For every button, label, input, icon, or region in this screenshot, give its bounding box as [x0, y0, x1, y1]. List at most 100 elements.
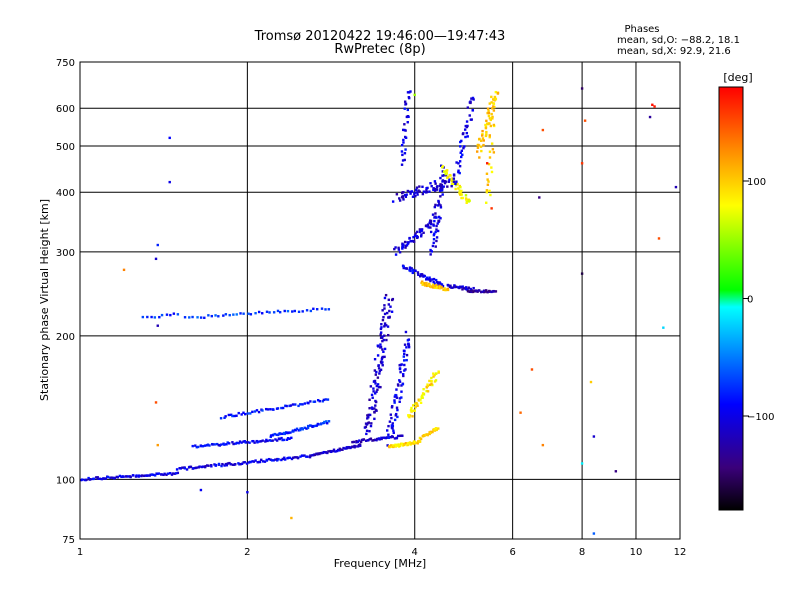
phases-line-o: mean, sd,O: −88.2, 18.1 [617, 35, 740, 46]
data-point [428, 383, 432, 387]
data-point [132, 474, 135, 477]
data-point [418, 185, 421, 188]
data-point [334, 450, 337, 453]
data-point [315, 308, 319, 311]
data-point [418, 275, 422, 278]
data-point [307, 401, 310, 405]
data-point [229, 413, 233, 417]
data-point [259, 440, 263, 443]
data-point [213, 463, 216, 466]
data-point [369, 385, 373, 388]
data-point [434, 278, 438, 282]
data-point [420, 229, 423, 232]
data-point [385, 311, 389, 315]
data-point [538, 196, 541, 199]
data-point [240, 462, 244, 465]
data-point [293, 309, 297, 313]
data-point [305, 309, 309, 312]
data-point [491, 107, 494, 110]
data-point [415, 441, 418, 444]
data-point [416, 404, 419, 407]
data-point [428, 379, 431, 383]
data-point [442, 185, 445, 188]
data-point [592, 435, 596, 438]
data-point [418, 440, 422, 443]
data-point [398, 400, 401, 403]
data-point [438, 281, 441, 284]
data-point [406, 242, 410, 245]
data-point [469, 101, 472, 105]
data-point [258, 460, 262, 464]
data-point [261, 460, 265, 463]
data-point [413, 192, 416, 196]
data-point [192, 467, 195, 470]
data-point [206, 443, 210, 446]
data-point [144, 474, 147, 477]
data-point [466, 290, 470, 293]
data-point [376, 388, 379, 391]
data-point [199, 316, 203, 319]
data-point [359, 440, 363, 444]
data-point [275, 433, 278, 436]
data-point [309, 309, 313, 313]
data-point [402, 373, 405, 376]
data-point [452, 174, 456, 177]
chart-title: Tromsø 20120422 19:46:00—19:47:43 [254, 29, 506, 44]
chart-subtitle: RwPretec (8p) [334, 42, 425, 57]
data-point [460, 193, 463, 196]
data-point [402, 138, 405, 142]
data-point [393, 418, 397, 422]
data-point [81, 478, 84, 481]
data-point [437, 203, 441, 206]
data-point [420, 274, 423, 277]
data-point [402, 355, 406, 358]
data-point [440, 286, 443, 289]
data-point [425, 284, 429, 288]
data-point [435, 239, 438, 243]
data-point [366, 417, 369, 420]
data-point [430, 285, 433, 289]
data-point [368, 407, 371, 410]
data-point [391, 422, 394, 425]
data-point [437, 370, 440, 373]
data-point [195, 445, 199, 449]
data-point [327, 308, 331, 311]
data-point [374, 438, 377, 441]
data-point [405, 244, 409, 247]
x-tick-label: 8 [579, 547, 585, 558]
data-point [580, 272, 584, 275]
data-point [492, 102, 496, 105]
data-point [439, 183, 442, 186]
data-point [407, 345, 411, 349]
data-point [425, 187, 428, 190]
data-point [420, 281, 423, 285]
data-point [286, 457, 289, 460]
data-point [395, 396, 399, 399]
data-point [312, 425, 315, 428]
data-point [234, 442, 237, 445]
data-point [492, 105, 495, 108]
data-point [110, 476, 113, 479]
data-point [313, 400, 317, 403]
data-point [401, 128, 405, 132]
data-point [409, 408, 413, 412]
data-point [242, 411, 245, 414]
data-point [421, 192, 425, 196]
data-point [441, 174, 444, 177]
data-point [398, 379, 401, 382]
data-point [464, 135, 467, 139]
data-point [488, 156, 492, 159]
data-point [653, 105, 656, 108]
data-point [580, 162, 584, 165]
data-point [358, 439, 361, 442]
data-point [458, 164, 462, 168]
data-point [389, 305, 392, 308]
data-point [428, 190, 431, 193]
data-point [299, 427, 302, 430]
data-point [433, 232, 436, 235]
data-point [435, 428, 438, 432]
data-point [306, 455, 309, 458]
data-point [283, 456, 286, 459]
data-point [275, 439, 279, 442]
data-point [390, 416, 393, 420]
